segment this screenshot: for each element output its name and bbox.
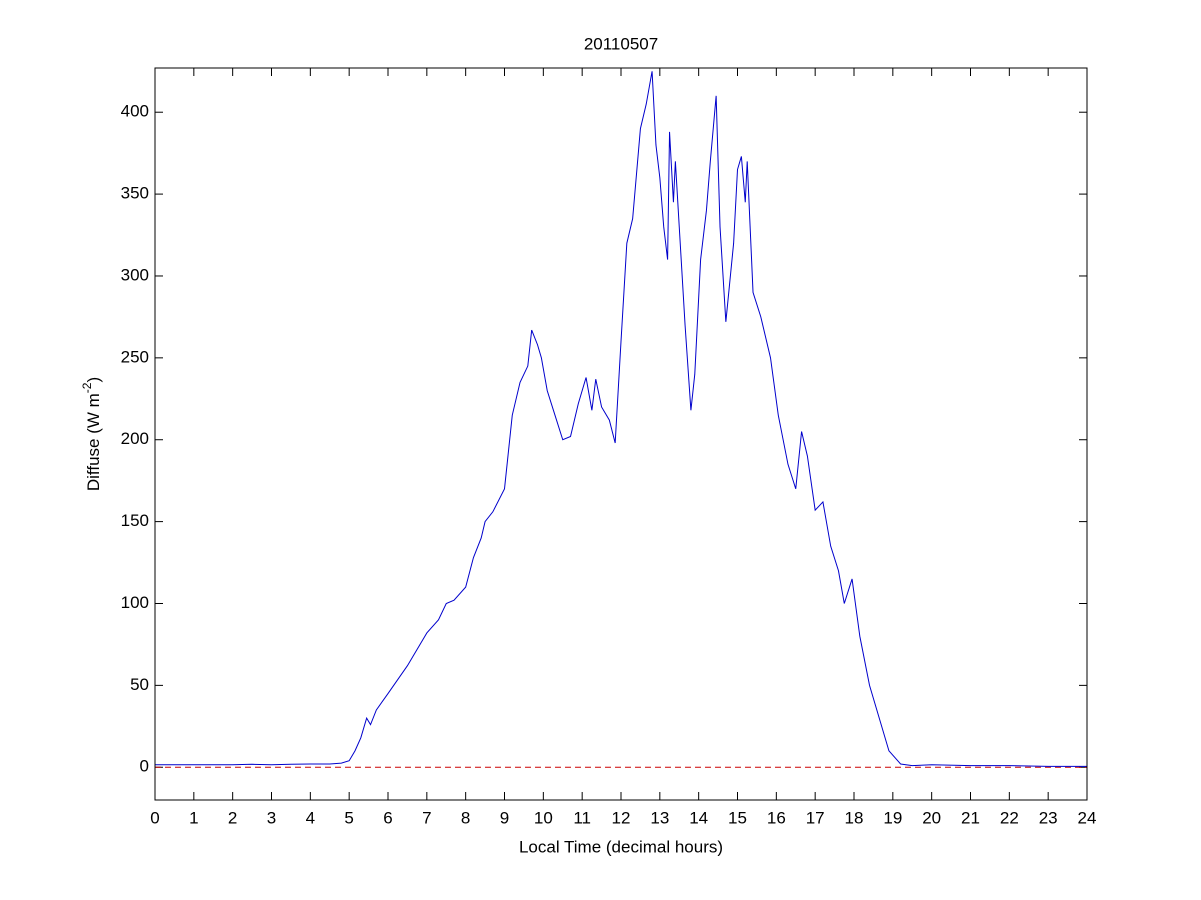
- x-tick-label: 11: [573, 808, 591, 827]
- x-tick-label: 3: [267, 808, 276, 827]
- y-tick-label: 0: [140, 757, 149, 776]
- x-tick-label: 4: [306, 808, 315, 827]
- x-tick-label: 24: [1078, 808, 1097, 827]
- x-tick-label: 14: [689, 808, 708, 827]
- x-tick-label: 23: [1039, 808, 1058, 827]
- x-tick-label: 16: [767, 808, 786, 827]
- y-tick-label: 100: [121, 593, 149, 612]
- x-tick-label: 7: [422, 808, 431, 827]
- y-axis-label: Diffuse (W m-2): [80, 377, 103, 491]
- y-tick-label: 200: [121, 429, 149, 448]
- x-tick-label: 22: [1000, 808, 1019, 827]
- y-label-suffix: ): [84, 377, 103, 383]
- x-tick-label: 15: [728, 808, 747, 827]
- y-tick-label: 50: [130, 675, 149, 694]
- x-tick-label: 2: [228, 808, 237, 827]
- x-tick-label: 13: [650, 808, 669, 827]
- x-tick-label: 6: [383, 808, 392, 827]
- x-axis-label: Local Time (decimal hours): [519, 837, 723, 856]
- y-label-superscript: -2: [80, 382, 94, 393]
- data-line: [155, 71, 1087, 767]
- y-tick-label: 150: [121, 511, 149, 530]
- y-tick-label: 300: [121, 265, 149, 284]
- x-tick-label: 1: [189, 808, 198, 827]
- x-tick-label: 9: [500, 808, 509, 827]
- x-tick-label: 10: [534, 808, 553, 827]
- x-tick-label: 12: [612, 808, 631, 827]
- chart-title: 20110507: [584, 34, 658, 53]
- x-tick-label: 5: [344, 808, 353, 827]
- y-tick-label: 400: [121, 102, 149, 121]
- x-tick-label: 19: [883, 808, 902, 827]
- x-tick-label: 18: [845, 808, 864, 827]
- y-tick-label: 350: [121, 184, 149, 203]
- x-tick-label: 17: [806, 808, 825, 827]
- x-tick-label: 0: [150, 808, 159, 827]
- x-tick-label: 21: [961, 808, 980, 827]
- x-tick-label: 20: [922, 808, 941, 827]
- plot-frame: [154, 67, 1088, 801]
- y-tick-label: 250: [121, 347, 149, 366]
- x-tick-label: 8: [461, 808, 470, 827]
- y-label-text: Diffuse (W m: [84, 393, 103, 491]
